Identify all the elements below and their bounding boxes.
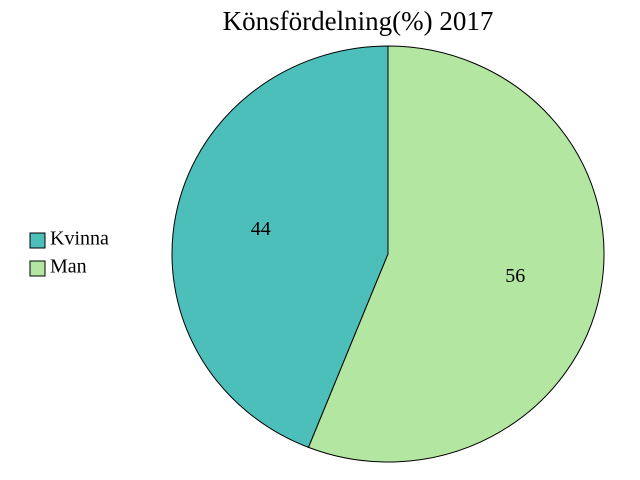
legend-label: Man: [50, 256, 87, 278]
legend-swatch: [29, 260, 46, 277]
pie-slice: [307, 45, 605, 463]
data-label: 44: [251, 218, 271, 240]
pie-slice: [171, 45, 389, 449]
legend-swatch: [29, 232, 46, 249]
data-label: 56: [505, 265, 525, 287]
chart-title: Könsfördelning(%) 2017: [223, 6, 494, 36]
legend-label: Kvinna: [50, 228, 109, 250]
